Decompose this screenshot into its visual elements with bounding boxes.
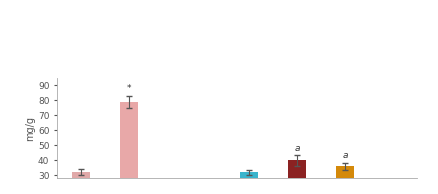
Bar [120,102,138,194]
Bar [240,172,258,194]
Bar [72,172,90,194]
Y-axis label: mg/g: mg/g [25,116,35,140]
Text: a: a [293,144,299,153]
Bar [287,160,305,194]
Text: *: * [127,84,131,93]
Bar [335,166,353,194]
Text: a: a [342,151,347,160]
